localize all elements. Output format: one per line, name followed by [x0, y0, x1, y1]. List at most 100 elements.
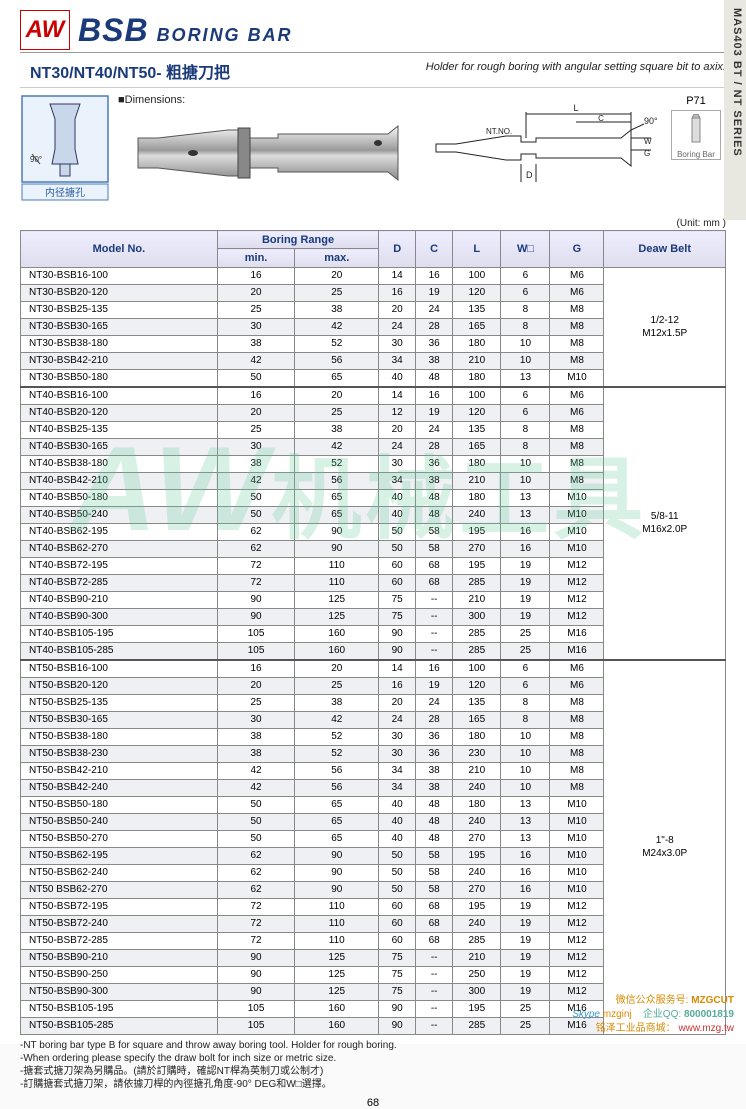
cell: 16	[501, 881, 550, 898]
cell: 24	[416, 694, 453, 711]
cell: 20	[295, 660, 379, 678]
cell: 110	[295, 932, 379, 949]
cell: 28	[416, 318, 453, 335]
cell: 6	[501, 267, 550, 284]
cell: 38	[217, 728, 294, 745]
cell: NT50 BSB62-270	[21, 881, 218, 898]
cell: 72	[217, 898, 294, 915]
cell: 13	[501, 796, 550, 813]
cell: NT40-BSB90-300	[21, 608, 218, 625]
cell: M8	[550, 472, 604, 489]
th-w: W□	[501, 231, 550, 268]
cell: M12	[550, 966, 604, 983]
cell: --	[416, 966, 453, 983]
cell: 42	[295, 438, 379, 455]
cell: M8	[550, 694, 604, 711]
p71-label: P71	[666, 94, 726, 108]
cell: M12	[550, 574, 604, 591]
cell: 38	[416, 762, 453, 779]
cell: 16	[379, 677, 416, 694]
cell: 105	[217, 625, 294, 642]
cell: 38	[416, 472, 453, 489]
cell: --	[416, 1000, 453, 1017]
cell: 38	[217, 335, 294, 352]
cell: 180	[453, 369, 501, 387]
cell: 30	[379, 745, 416, 762]
cell: M12	[550, 557, 604, 574]
header: AW BSB BORING BAR	[20, 10, 726, 53]
cell: NT40-BSB42-210	[21, 472, 218, 489]
th-d: D	[379, 231, 416, 268]
cell: NT50-BSB42-240	[21, 779, 218, 796]
cell: 180	[453, 489, 501, 506]
cell: NT50-BSB16-100	[21, 660, 218, 678]
cell: NT50-BSB42-210	[21, 762, 218, 779]
cell: 300	[453, 983, 501, 1000]
cell: 19	[416, 404, 453, 421]
cell: 12	[379, 404, 416, 421]
cell: 50	[379, 847, 416, 864]
cell: M8	[550, 728, 604, 745]
cell: 38	[295, 301, 379, 318]
spec-table: Model No. Boring Range D C L W□ G Deaw B…	[20, 230, 726, 1035]
cell: 100	[453, 660, 501, 678]
cell: 40	[379, 813, 416, 830]
cell: 72	[217, 557, 294, 574]
cell: M8	[550, 779, 604, 796]
cell: NT40-BSB62-270	[21, 540, 218, 557]
cell: 34	[379, 762, 416, 779]
cell: 90	[379, 1017, 416, 1034]
cell: --	[416, 608, 453, 625]
cell: --	[416, 591, 453, 608]
cell: 13	[501, 830, 550, 847]
cell: 16	[416, 267, 453, 284]
cell: 250	[453, 966, 501, 983]
cell: 16	[501, 523, 550, 540]
cell: 20	[379, 694, 416, 711]
cell: 8	[501, 301, 550, 318]
wechat-value: MZGCUT	[691, 995, 734, 1006]
cell: 38	[416, 352, 453, 369]
cell: 19	[416, 677, 453, 694]
cell: M10	[550, 489, 604, 506]
cell: 56	[295, 352, 379, 369]
cell: 90	[379, 642, 416, 660]
cell: 125	[295, 983, 379, 1000]
cell: 40	[379, 796, 416, 813]
cell: 60	[379, 898, 416, 915]
svg-text:D: D	[526, 170, 533, 180]
cell: 20	[379, 421, 416, 438]
cell: 90	[295, 523, 379, 540]
svg-text:内径搪孔: 内径搪孔	[45, 186, 85, 199]
cell: 65	[295, 369, 379, 387]
shop-label: 铭泽工业品商城：	[596, 1023, 676, 1034]
cell: NT30-BSB50-180	[21, 369, 218, 387]
cell: 90	[379, 625, 416, 642]
cell: M10	[550, 813, 604, 830]
cell: M6	[550, 267, 604, 284]
notes: -NT boring bar type B for square and thr…	[20, 1039, 726, 1091]
cell: NT50-BSB50-240	[21, 813, 218, 830]
cell: 14	[379, 660, 416, 678]
cell: NT30-BSB42-210	[21, 352, 218, 369]
cell: NT50-BSB62-240	[21, 864, 218, 881]
cell: 285	[453, 574, 501, 591]
cell: M8	[550, 762, 604, 779]
cell: NT40-BSB72-195	[21, 557, 218, 574]
cell: 25	[217, 421, 294, 438]
cell: NT50-BSB38-230	[21, 745, 218, 762]
cell: 125	[295, 608, 379, 625]
cell: M16	[550, 625, 604, 642]
cell: NT50-BSB72-285	[21, 932, 218, 949]
cell: 62	[217, 523, 294, 540]
cell: 195	[453, 523, 501, 540]
cell: 65	[295, 506, 379, 523]
cell: 16	[416, 660, 453, 678]
subheader: NT30/NT40/NT50- 粗搪刀把 Holder for rough bo…	[20, 57, 726, 88]
cell: 8	[501, 318, 550, 335]
cell: 36	[416, 728, 453, 745]
cell: 160	[295, 1000, 379, 1017]
cell: 52	[295, 745, 379, 762]
unit-label: (Unit: mm )	[20, 218, 726, 229]
cell: 8	[501, 711, 550, 728]
